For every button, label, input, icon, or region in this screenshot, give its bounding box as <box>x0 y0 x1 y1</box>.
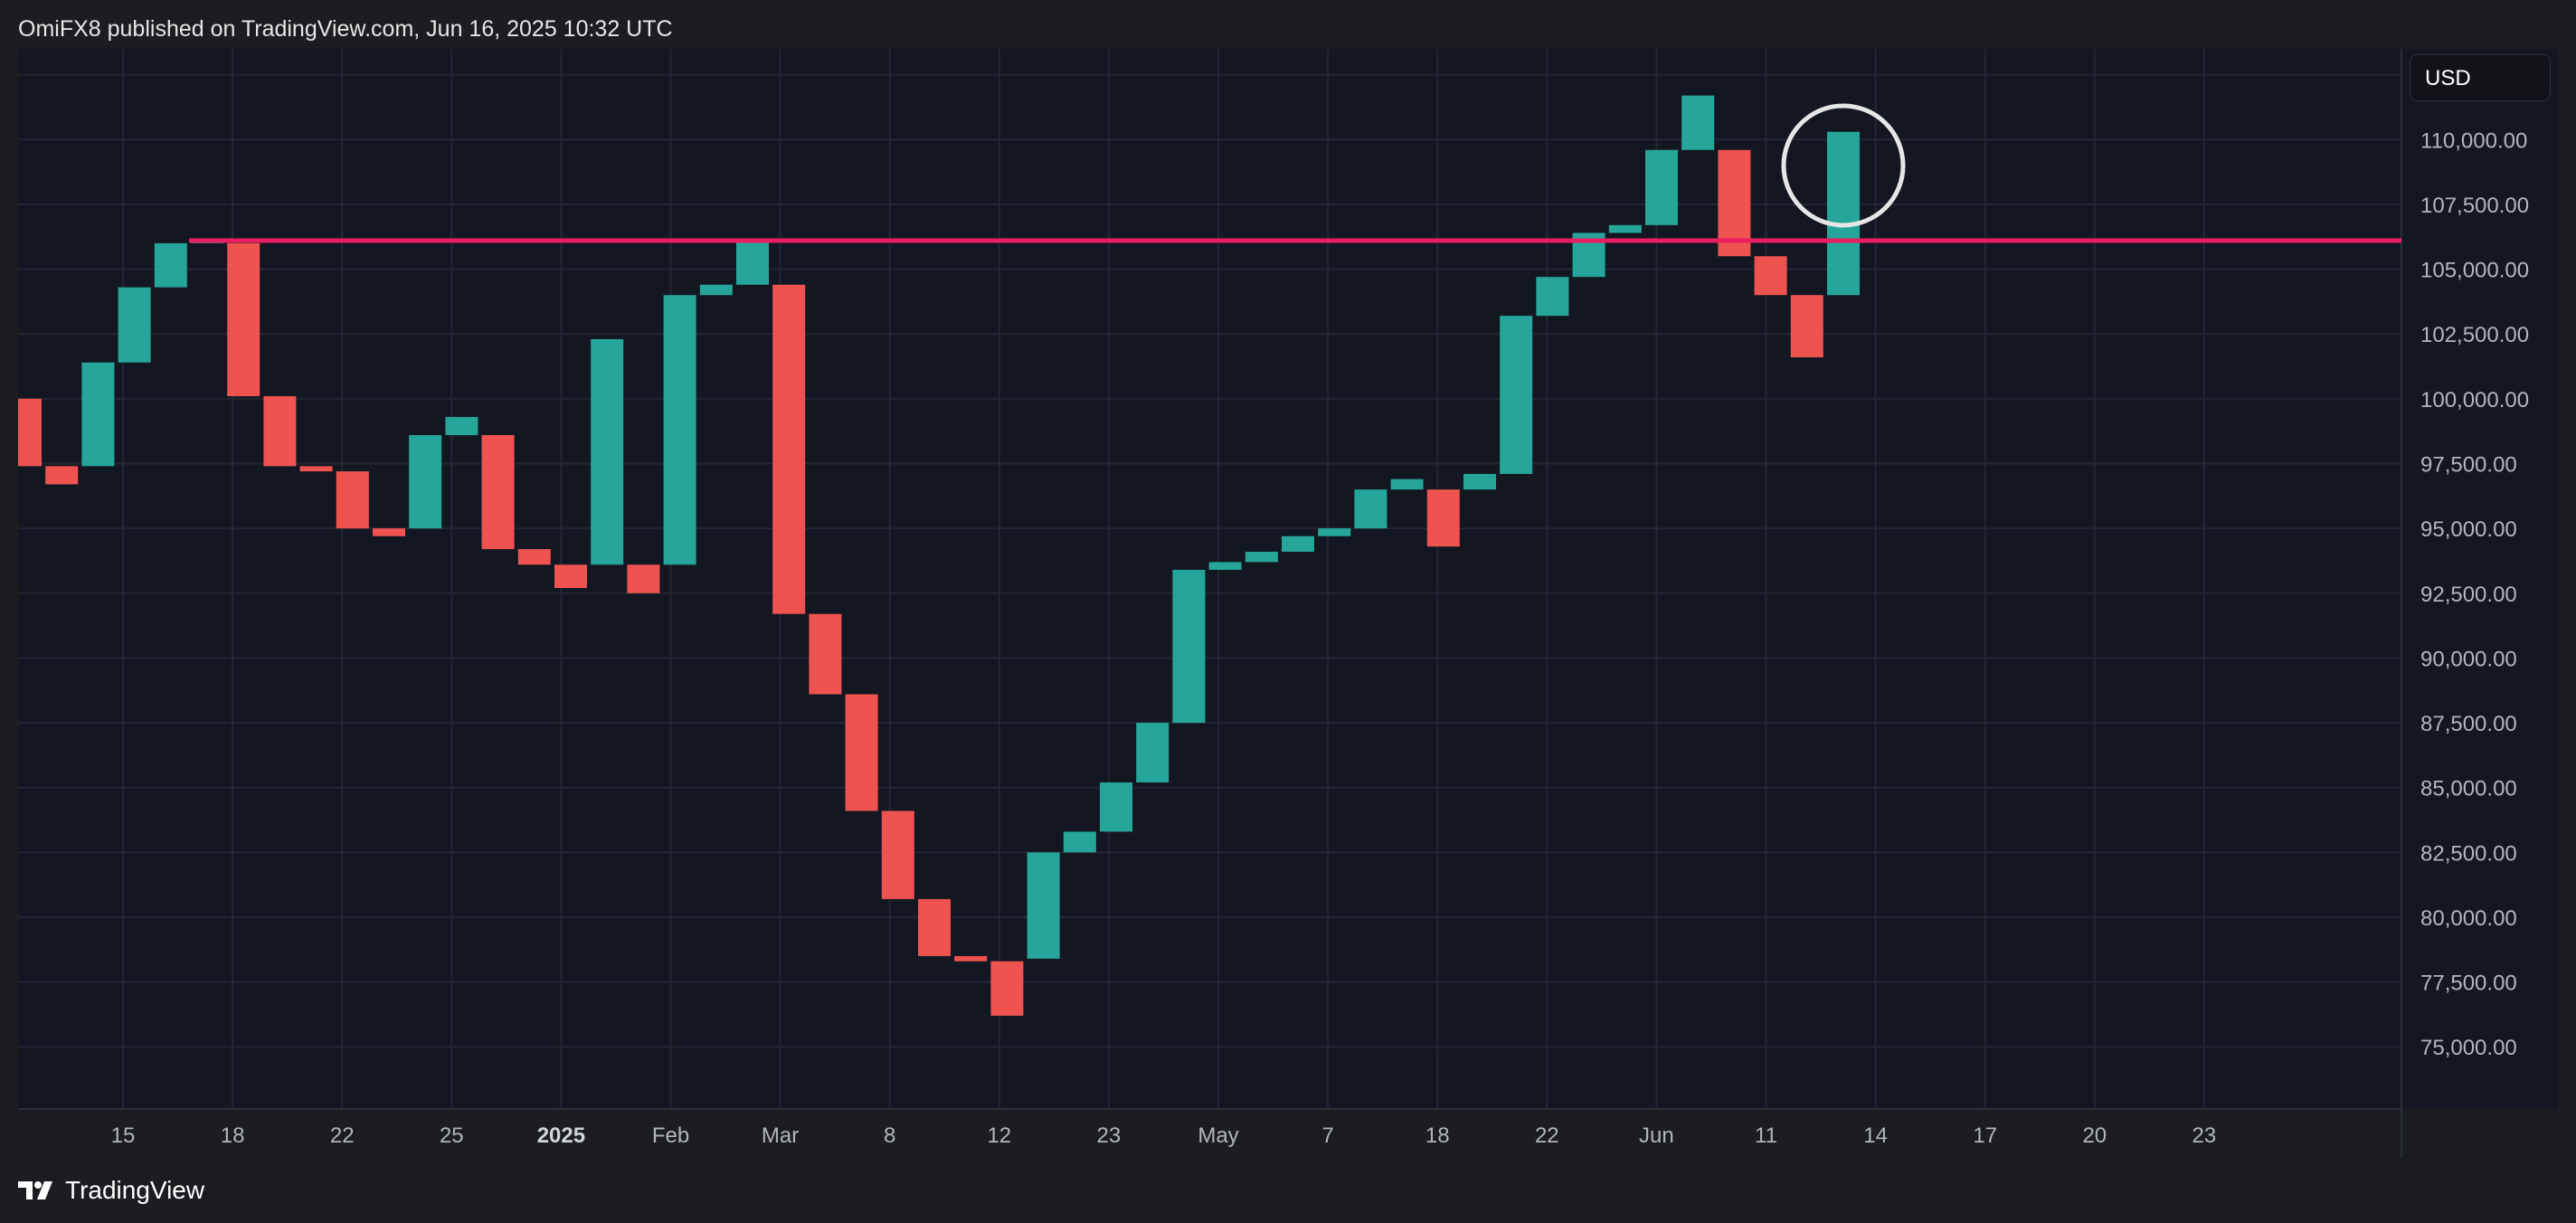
annotations <box>1781 103 1906 228</box>
candle-down <box>45 466 79 485</box>
time-tick-label: 22 <box>330 1123 355 1148</box>
candle-up <box>1354 489 1387 529</box>
candle-up <box>1100 782 1132 832</box>
candle-down <box>809 613 842 695</box>
candle-up <box>1608 224 1642 233</box>
footer-brand: TradingView <box>18 1172 204 1209</box>
candle-down <box>1790 295 1823 357</box>
candle-down <box>918 898 951 956</box>
time-tick-label: 22 <box>1535 1123 1559 1148</box>
time-tick-label: 2025 <box>537 1123 585 1148</box>
time-tick-label: 18 <box>221 1123 245 1148</box>
horizontal-grid <box>18 73 2401 1048</box>
candle-up <box>409 434 442 529</box>
time-tick-label: 12 <box>987 1123 1011 1148</box>
candle-up <box>1172 569 1206 724</box>
candle-down <box>1426 489 1460 547</box>
time-tick-label: 20 <box>2082 1123 2107 1148</box>
publish-info: OmiFX8 published on TradingView.com, Jun… <box>18 16 673 42</box>
time-tick-label: 25 <box>440 1123 464 1148</box>
candle-up <box>663 295 696 565</box>
time-tick-label: 8 <box>884 1123 895 1148</box>
time-tick-label: 23 <box>1097 1123 1122 1148</box>
candle-up <box>1318 528 1351 536</box>
candle-up <box>1463 473 1496 490</box>
chart-pane-background <box>18 49 2401 1109</box>
price-tick-label: 87,500.00 <box>2420 712 2517 736</box>
candle-down <box>373 528 405 536</box>
candle-up <box>1282 536 1314 552</box>
time-tick-label: 17 <box>1973 1123 1997 1148</box>
price-tick-label: 77,500.00 <box>2420 972 2517 996</box>
candle-up <box>1500 316 1533 474</box>
price-tick-label: 100,000.00 <box>2420 388 2529 412</box>
price-tick-label: 82,500.00 <box>2420 841 2517 866</box>
candle-up <box>699 284 733 296</box>
candle-up <box>736 241 769 285</box>
candle-down <box>227 242 260 396</box>
time-tick-label: 7 <box>1321 1123 1333 1148</box>
candle-up <box>154 242 187 288</box>
time-axis-labels: 15 18 22 25 2025 Feb Mar 8 12 23 May 7 18 22 Jun 11 14 17… <box>111 1123 2217 1148</box>
candle-down <box>18 398 42 467</box>
candle-up <box>81 362 115 467</box>
candle-down <box>1754 256 1787 296</box>
price-tick-label: 95,000.00 <box>2420 517 2517 542</box>
candle-up <box>591 338 624 565</box>
price-tick-label: 110,000.00 <box>2420 128 2527 153</box>
price-tick-label: 75,000.00 <box>2420 1036 2517 1060</box>
time-tick-label: 18 <box>1425 1123 1450 1148</box>
time-tick-label: 23 <box>2192 1123 2217 1148</box>
time-tick-label: Mar <box>762 1123 799 1148</box>
candle-down <box>481 434 515 550</box>
price-tick-label: 92,500.00 <box>2420 583 2517 607</box>
price-tick-label: 102,500.00 <box>2420 323 2529 347</box>
candle-down <box>954 955 988 962</box>
price-tick-label: 97,500.00 <box>2420 452 2517 477</box>
candle-down <box>845 694 878 811</box>
candles <box>18 95 1860 1016</box>
candle-down <box>336 471 369 529</box>
tradingview-logo-icon <box>18 1181 52 1199</box>
candle-down <box>990 961 1024 1016</box>
time-tick-label: 11 <box>1755 1123 1777 1148</box>
currency-selector[interactable]: USD <box>2410 54 2551 101</box>
footer-brand-label: TradingView <box>65 1176 205 1204</box>
price-scale-background <box>2401 49 2558 1109</box>
time-tick-label: Feb <box>652 1123 689 1148</box>
candle-up <box>445 416 478 435</box>
candle-down <box>627 564 660 593</box>
price-tick-label: 105,000.00 <box>2420 259 2529 283</box>
time-tick-label: 15 <box>111 1123 136 1148</box>
price-tick-label: 90,000.00 <box>2420 647 2517 671</box>
candle-up <box>1827 131 1860 296</box>
candle-up <box>1136 723 1170 782</box>
time-tick-label: May <box>1198 1123 1238 1148</box>
candle-down <box>772 284 806 614</box>
candle-up <box>1645 149 1678 225</box>
candle-up <box>1063 831 1096 853</box>
candle-up <box>1245 551 1278 563</box>
price-tick-label: 80,000.00 <box>2420 906 2517 931</box>
price-tick-label: 107,500.00 <box>2420 194 2529 218</box>
time-tick-label: Jun <box>1639 1123 1674 1148</box>
price-axis-labels: 75,000.00 77,500.00 80,000.00 82,500.00 85,0… <box>2420 64 2529 1061</box>
candle-down <box>517 549 551 565</box>
candle-up <box>1027 852 1060 959</box>
candle-down <box>554 564 587 589</box>
candle-down <box>881 811 914 899</box>
candle-up <box>118 287 151 363</box>
candle-up <box>1390 479 1424 490</box>
candle-up <box>1681 95 1715 150</box>
price-tick-label: 85,000.00 <box>2420 777 2517 801</box>
candle-up <box>1208 562 1242 570</box>
time-tick-label: 14 <box>1863 1123 1888 1148</box>
candle-down <box>299 466 333 472</box>
candle-up <box>1536 277 1569 317</box>
candle-down <box>263 395 297 467</box>
highlight-circle <box>1781 103 1906 228</box>
